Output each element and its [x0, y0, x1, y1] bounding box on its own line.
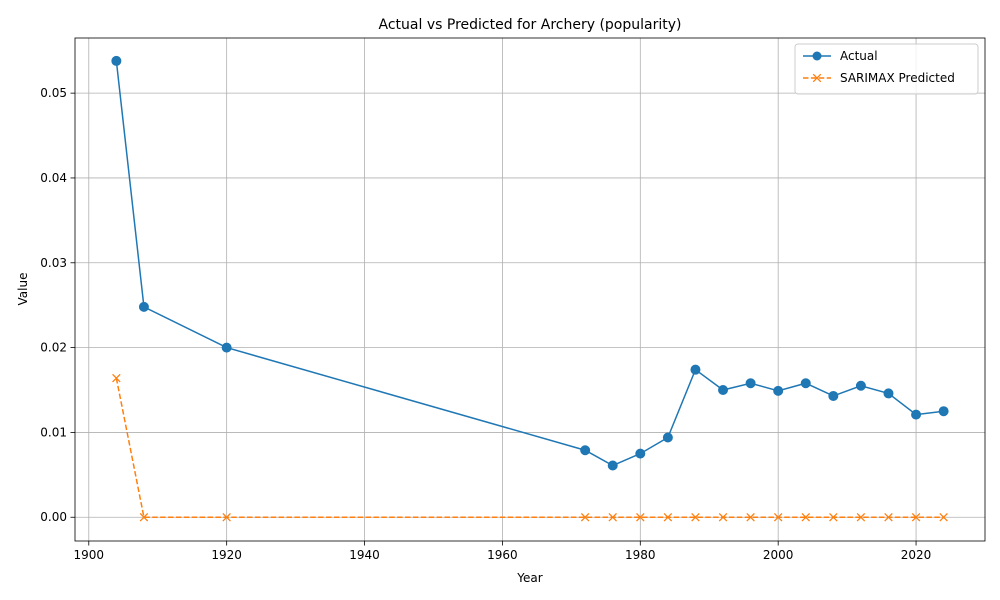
data-point: [911, 409, 922, 420]
legend-label: SARIMAX Predicted: [840, 71, 955, 85]
data-point: [580, 445, 591, 456]
data-point: [718, 385, 729, 396]
legend-label: Actual: [840, 49, 878, 63]
legend-marker: [812, 51, 822, 61]
legend-marker: [812, 73, 822, 83]
marker-stroke: [112, 373, 121, 383]
marker-stroke: [939, 512, 948, 522]
data-point: [662, 432, 673, 443]
data-point: [884, 512, 893, 522]
data-point: [139, 512, 149, 522]
data-point: [800, 378, 811, 389]
data-point: [939, 512, 948, 522]
data-point: [855, 380, 866, 391]
x-tick-label: 1920: [211, 548, 242, 562]
data-point: [112, 373, 121, 383]
y-tick-label: 0.04: [40, 171, 67, 185]
marker-stroke: [856, 512, 866, 522]
marker-stroke: [718, 512, 728, 522]
data-point: [746, 512, 755, 522]
data-point: [663, 512, 673, 522]
marker-stroke: [812, 73, 822, 83]
data-point: [856, 512, 866, 522]
data-point: [690, 364, 701, 375]
y-tick-label: 0.03: [40, 256, 67, 270]
y-tick-label: 0.02: [40, 341, 67, 355]
marker-stroke: [580, 512, 590, 522]
data-point: [828, 390, 839, 401]
data-point: [691, 512, 700, 522]
data-point: [938, 406, 949, 417]
data-point: [745, 378, 756, 389]
data-point: [718, 512, 728, 522]
x-tick-label: 1940: [349, 548, 380, 562]
marker-stroke: [663, 512, 673, 522]
data-point: [773, 385, 784, 396]
marker-stroke: [636, 512, 645, 522]
marker-stroke: [608, 512, 617, 522]
data-point: [608, 512, 617, 522]
axes-frame: [74, 37, 986, 542]
marker-stroke: [222, 512, 231, 522]
data-point: [221, 342, 232, 353]
marker-stroke: [829, 512, 838, 522]
data-point: [773, 512, 783, 522]
marker-stroke: [139, 512, 149, 522]
x-tick-label: 2020: [901, 548, 932, 562]
x-tick-label: 1900: [74, 548, 105, 562]
marker-stroke: [801, 512, 811, 522]
data-point: [607, 460, 618, 471]
chart-title: Actual vs Predicted for Archery (popular…: [379, 17, 682, 33]
data-point: [883, 388, 894, 399]
plot-area: 1900 1920 1940 1960 1980 2000 2020 0.00 0.01 0.02…: [40, 37, 986, 562]
data-point: [801, 512, 811, 522]
data-point: [635, 448, 646, 459]
marker-stroke: [746, 512, 755, 522]
legend-box: [794, 43, 979, 95]
x-tick-label: 1980: [625, 548, 656, 562]
data-point: [829, 512, 838, 522]
x-axis-label: Year: [516, 571, 542, 585]
data-point: [111, 55, 122, 66]
data-point: [222, 512, 231, 522]
marker-stroke: [911, 512, 921, 522]
x-tick-label: 2000: [763, 548, 794, 562]
y-axis-label: Value: [16, 273, 30, 306]
marker-stroke: [773, 512, 783, 522]
data-point: [580, 512, 590, 522]
y-tick-label: 0.05: [40, 86, 67, 100]
data-point: [636, 512, 645, 522]
y-tick-label: 0.01: [40, 425, 67, 439]
x-tick-label: 1960: [487, 548, 518, 562]
y-tick-label: 0.00: [40, 510, 67, 524]
data-point: [911, 512, 921, 522]
data-point: [138, 301, 149, 312]
marker-stroke: [691, 512, 700, 522]
marker-stroke: [884, 512, 893, 522]
legend: Actual SARIMAX Predicted: [794, 43, 979, 95]
